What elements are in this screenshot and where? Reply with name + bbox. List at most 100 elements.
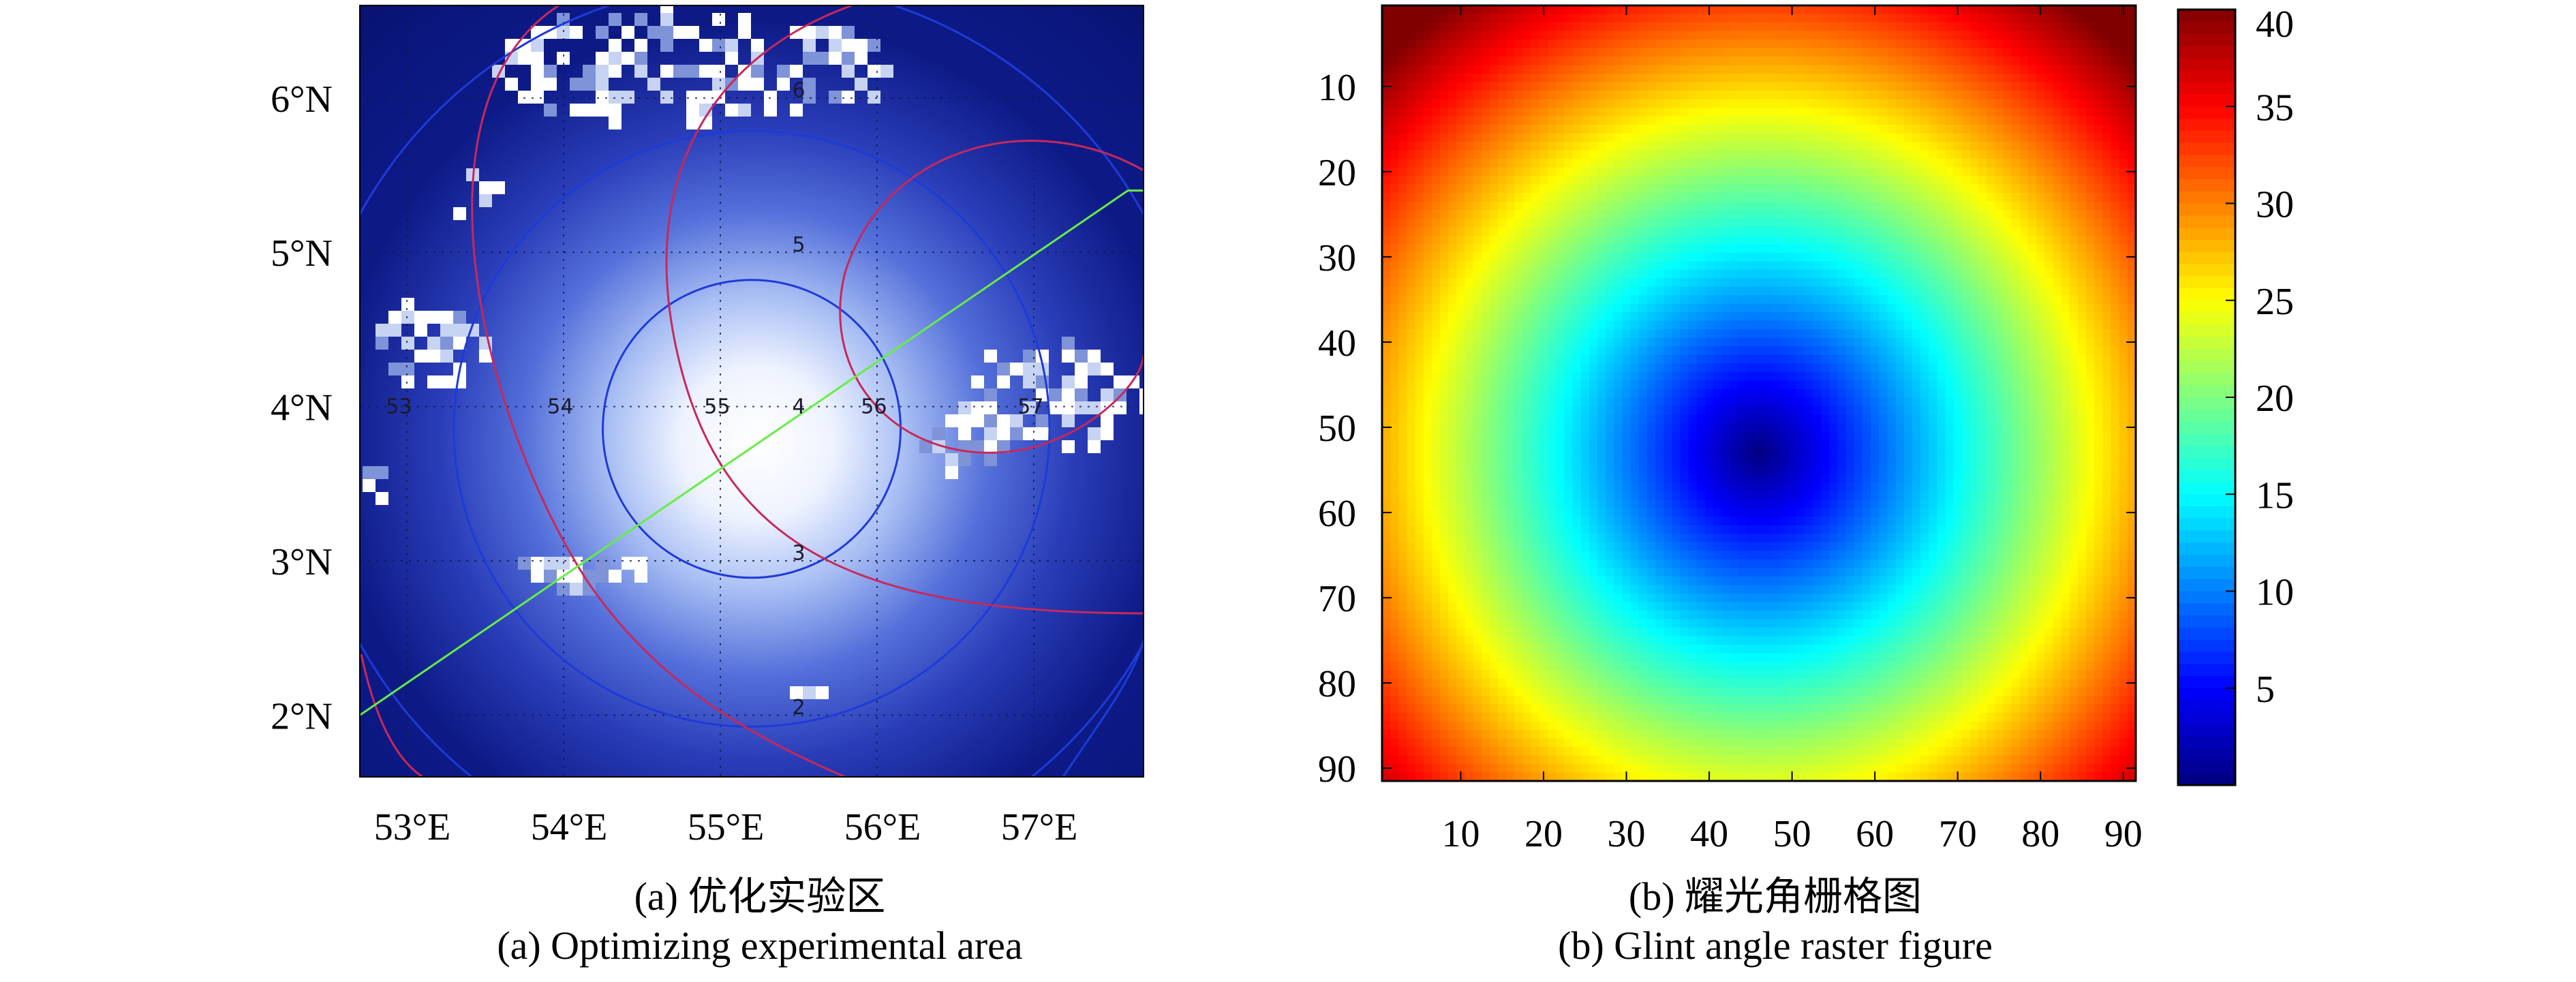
heatmap-cell: [1572, 40, 1582, 49]
heatmap-cell: [2028, 201, 2037, 211]
heatmap-cell: [1754, 167, 1764, 177]
heatmap-cell: [1754, 329, 1764, 339]
heatmap-cell: [1829, 167, 1839, 177]
heatmap-cell: [1995, 201, 2004, 211]
heatmap-cell: [1490, 286, 1499, 296]
heatmap-cell: [1539, 65, 1548, 74]
heatmap-cell: [1845, 82, 1855, 91]
cloud-pixel: [1036, 388, 1049, 401]
heatmap-cell: [2086, 312, 2095, 322]
heatmap-cell: [1423, 320, 1432, 330]
heatmap-cell: [1920, 91, 1929, 100]
heatmap-cell: [1622, 252, 1631, 262]
heatmap-cell: [2044, 337, 2054, 347]
heatmap-cell: [2003, 108, 2012, 117]
heatmap-cell: [1987, 269, 1995, 279]
heatmap-cell: [1738, 125, 1747, 134]
heatmap-cell: [1431, 261, 1441, 271]
heatmap-cell: [1978, 269, 1987, 279]
heatmap-cell: [2036, 295, 2045, 305]
heatmap-cell: [1506, 65, 1516, 74]
heatmap-cell: [1821, 244, 1830, 254]
heatmap-cell: [2044, 210, 2054, 219]
heatmap-cell: [1854, 65, 1863, 74]
heatmap-cell: [1465, 405, 1474, 415]
heatmap-cell: [1465, 74, 1474, 83]
heatmap-cell: [1448, 363, 1457, 373]
heatmap-cell: [1589, 278, 1598, 288]
heatmap-cell: [2119, 380, 2128, 390]
heatmap-cell: [1879, 65, 1888, 74]
heatmap-cell: [1995, 354, 2004, 364]
heatmap-cell: [1572, 388, 1582, 398]
heatmap-cell: [1646, 116, 1656, 125]
heatmap-cell: [2069, 150, 2079, 159]
heatmap-cell: [1522, 252, 1532, 262]
heatmap-cell: [1705, 244, 1714, 254]
heatmap-cell: [1821, 57, 1830, 66]
heatmap-cell: [1829, 244, 1839, 254]
heatmap-cell: [1556, 354, 1565, 364]
heatmap-cell: [1481, 184, 1490, 194]
heatmap-cell: [1514, 48, 1524, 57]
heatmap-cell: [1622, 167, 1631, 177]
heatmap-cell: [1522, 431, 1532, 441]
heatmap-cell: [1837, 167, 1847, 177]
heatmap-cell: [1995, 133, 2004, 142]
heatmap-cell: [1895, 142, 1905, 151]
heatmap-cell: [2111, 235, 2120, 245]
heatmap-cell: [1879, 244, 1888, 254]
heatmap-cell: [1854, 354, 1863, 364]
heatmap-cell: [1929, 159, 1937, 168]
heatmap-cell: [1548, 337, 1557, 347]
heatmap-cell: [1969, 91, 1979, 100]
heatmap-cell: [2094, 312, 2103, 322]
heatmap-cell: [1937, 57, 1946, 66]
heatmap-cell: [1730, 405, 1739, 415]
heatmap-cell: [1730, 431, 1739, 441]
heatmap-cell: [1440, 261, 1449, 271]
heatmap-cell: [1589, 57, 1598, 66]
heatmap-cell: [1630, 116, 1640, 125]
heatmap-cell: [1696, 133, 1706, 142]
cloud-pixel: [1049, 401, 1062, 414]
heatmap-cell: [1672, 252, 1681, 262]
heatmap-cell: [1415, 74, 1424, 83]
heatmap-cell: [1548, 388, 1557, 398]
heatmap-cell: [1423, 31, 1432, 40]
heatmap-cell: [2053, 22, 2062, 32]
heatmap-cell: [2003, 210, 2012, 219]
heatmap-cell: [1813, 405, 1822, 415]
heatmap-cell: [1646, 337, 1656, 347]
heatmap-cell: [1456, 320, 1466, 330]
heatmap-cell: [1995, 423, 2004, 432]
map-axis-labels: 2°N3°N4°N5°N6°N53°E 54°E 55°E 56°E 57°E: [271, 78, 1077, 848]
cloud-pixel: [725, 104, 738, 117]
heatmap-cell: [1788, 22, 1797, 32]
heatmap-cell: [1606, 303, 1614, 313]
heatmap-cell: [1663, 184, 1672, 194]
heatmap-cell: [1522, 14, 1532, 23]
heatmap-cell: [1638, 48, 1648, 57]
heatmap-cell: [1730, 244, 1739, 254]
heatmap-cell: [1407, 235, 1416, 245]
heatmap-cell: [1995, 252, 2004, 262]
heatmap-cell: [1506, 82, 1516, 91]
heatmap-cell: [1730, 303, 1739, 313]
heatmap-cell: [2053, 48, 2062, 57]
heatmap-cell: [1490, 303, 1499, 313]
heatmap-cell: [1779, 176, 1789, 185]
cloud-pixel: [803, 39, 816, 52]
heatmap-cell: [2011, 133, 2021, 142]
heatmap-cell: [1407, 48, 1416, 57]
heatmap-cell: [2019, 184, 2029, 194]
heatmap-cell: [1423, 397, 1432, 407]
cloud-pixel: [596, 557, 609, 570]
heatmap-cell: [1622, 201, 1631, 211]
heatmap-cell: [1514, 125, 1524, 134]
heatmap-cell: [1498, 31, 1507, 40]
heatmap-cell: [1597, 91, 1606, 100]
heatmap-cell: [1730, 40, 1739, 49]
heatmap-cell: [1929, 142, 1937, 151]
